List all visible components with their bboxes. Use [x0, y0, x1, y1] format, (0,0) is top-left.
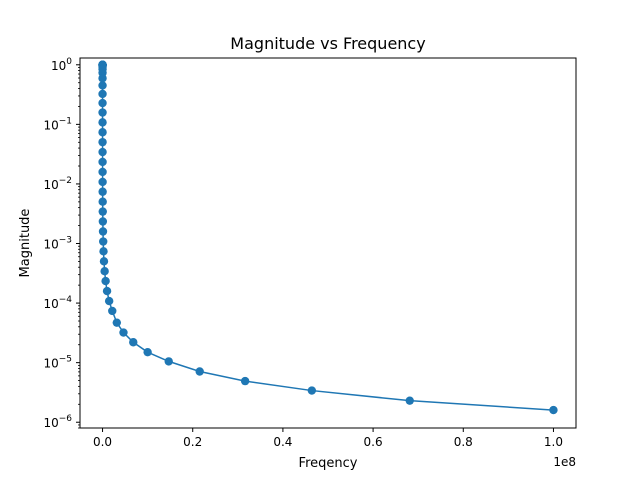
y-tick-label: 10−4 [43, 295, 72, 311]
data-point [549, 405, 558, 415]
x-tick-label: 0.8 [454, 435, 473, 449]
y-axis-label: Magnitude [18, 209, 33, 278]
y-axis: 10−6 10−5 10−4 10−3 10−2 10−1 100 [43, 57, 80, 430]
data-point [98, 128, 107, 137]
data-point [240, 376, 250, 386]
data-point [195, 367, 204, 376]
x-axis-offset-label: 1e8 [553, 455, 576, 469]
y-tick-label: 10−1 [43, 116, 72, 132]
data-point [98, 74, 107, 83]
data-point [99, 257, 109, 266]
x-axis: 0.0 0.2 0.4 0.6 0.8 1.0 [93, 428, 563, 449]
data-point [99, 237, 108, 246]
data-point [307, 386, 317, 395]
x-tick-label: 1.0 [544, 435, 563, 449]
data-point [102, 286, 112, 296]
data-point [119, 328, 128, 337]
data-point [98, 187, 107, 196]
y-tick-label: 10−5 [43, 355, 72, 371]
y-tick-label: 10−6 [43, 414, 72, 430]
x-tick-label: 0.4 [273, 435, 292, 449]
data-point [98, 157, 107, 167]
data-point [99, 247, 108, 256]
data-point [112, 318, 122, 327]
data-point [98, 89, 107, 99]
data-point [98, 81, 107, 90]
y-tick-label: 10−2 [43, 176, 72, 192]
data-point [405, 396, 414, 405]
data-point [98, 207, 107, 216]
data-point [104, 296, 114, 306]
x-tick-label: 0.0 [93, 435, 112, 449]
data-point [98, 227, 108, 236]
plot-frame [79, 57, 577, 429]
x-axis-label: Freqency [299, 456, 358, 471]
chart-title: Magnitude vs Frequency [230, 34, 425, 53]
data-point [98, 98, 107, 108]
plot-area [98, 60, 558, 415]
data-point [98, 197, 107, 206]
data-point [98, 217, 108, 226]
data-point [129, 338, 138, 347]
data-point [98, 177, 107, 187]
data-point [108, 306, 117, 316]
x-tick-label: 0.2 [183, 435, 202, 449]
data-point [98, 167, 107, 177]
x-tick-label: 0.6 [364, 435, 383, 449]
data-point [98, 137, 107, 147]
data-point [101, 276, 110, 286]
data-point [143, 347, 152, 357]
data-point [98, 147, 107, 157]
data-point [98, 118, 107, 127]
data-point [164, 357, 173, 366]
data-point [98, 108, 107, 117]
y-tick-label: 100 [51, 57, 72, 73]
data-point [100, 266, 109, 276]
y-tick-label: 10−3 [43, 236, 72, 252]
